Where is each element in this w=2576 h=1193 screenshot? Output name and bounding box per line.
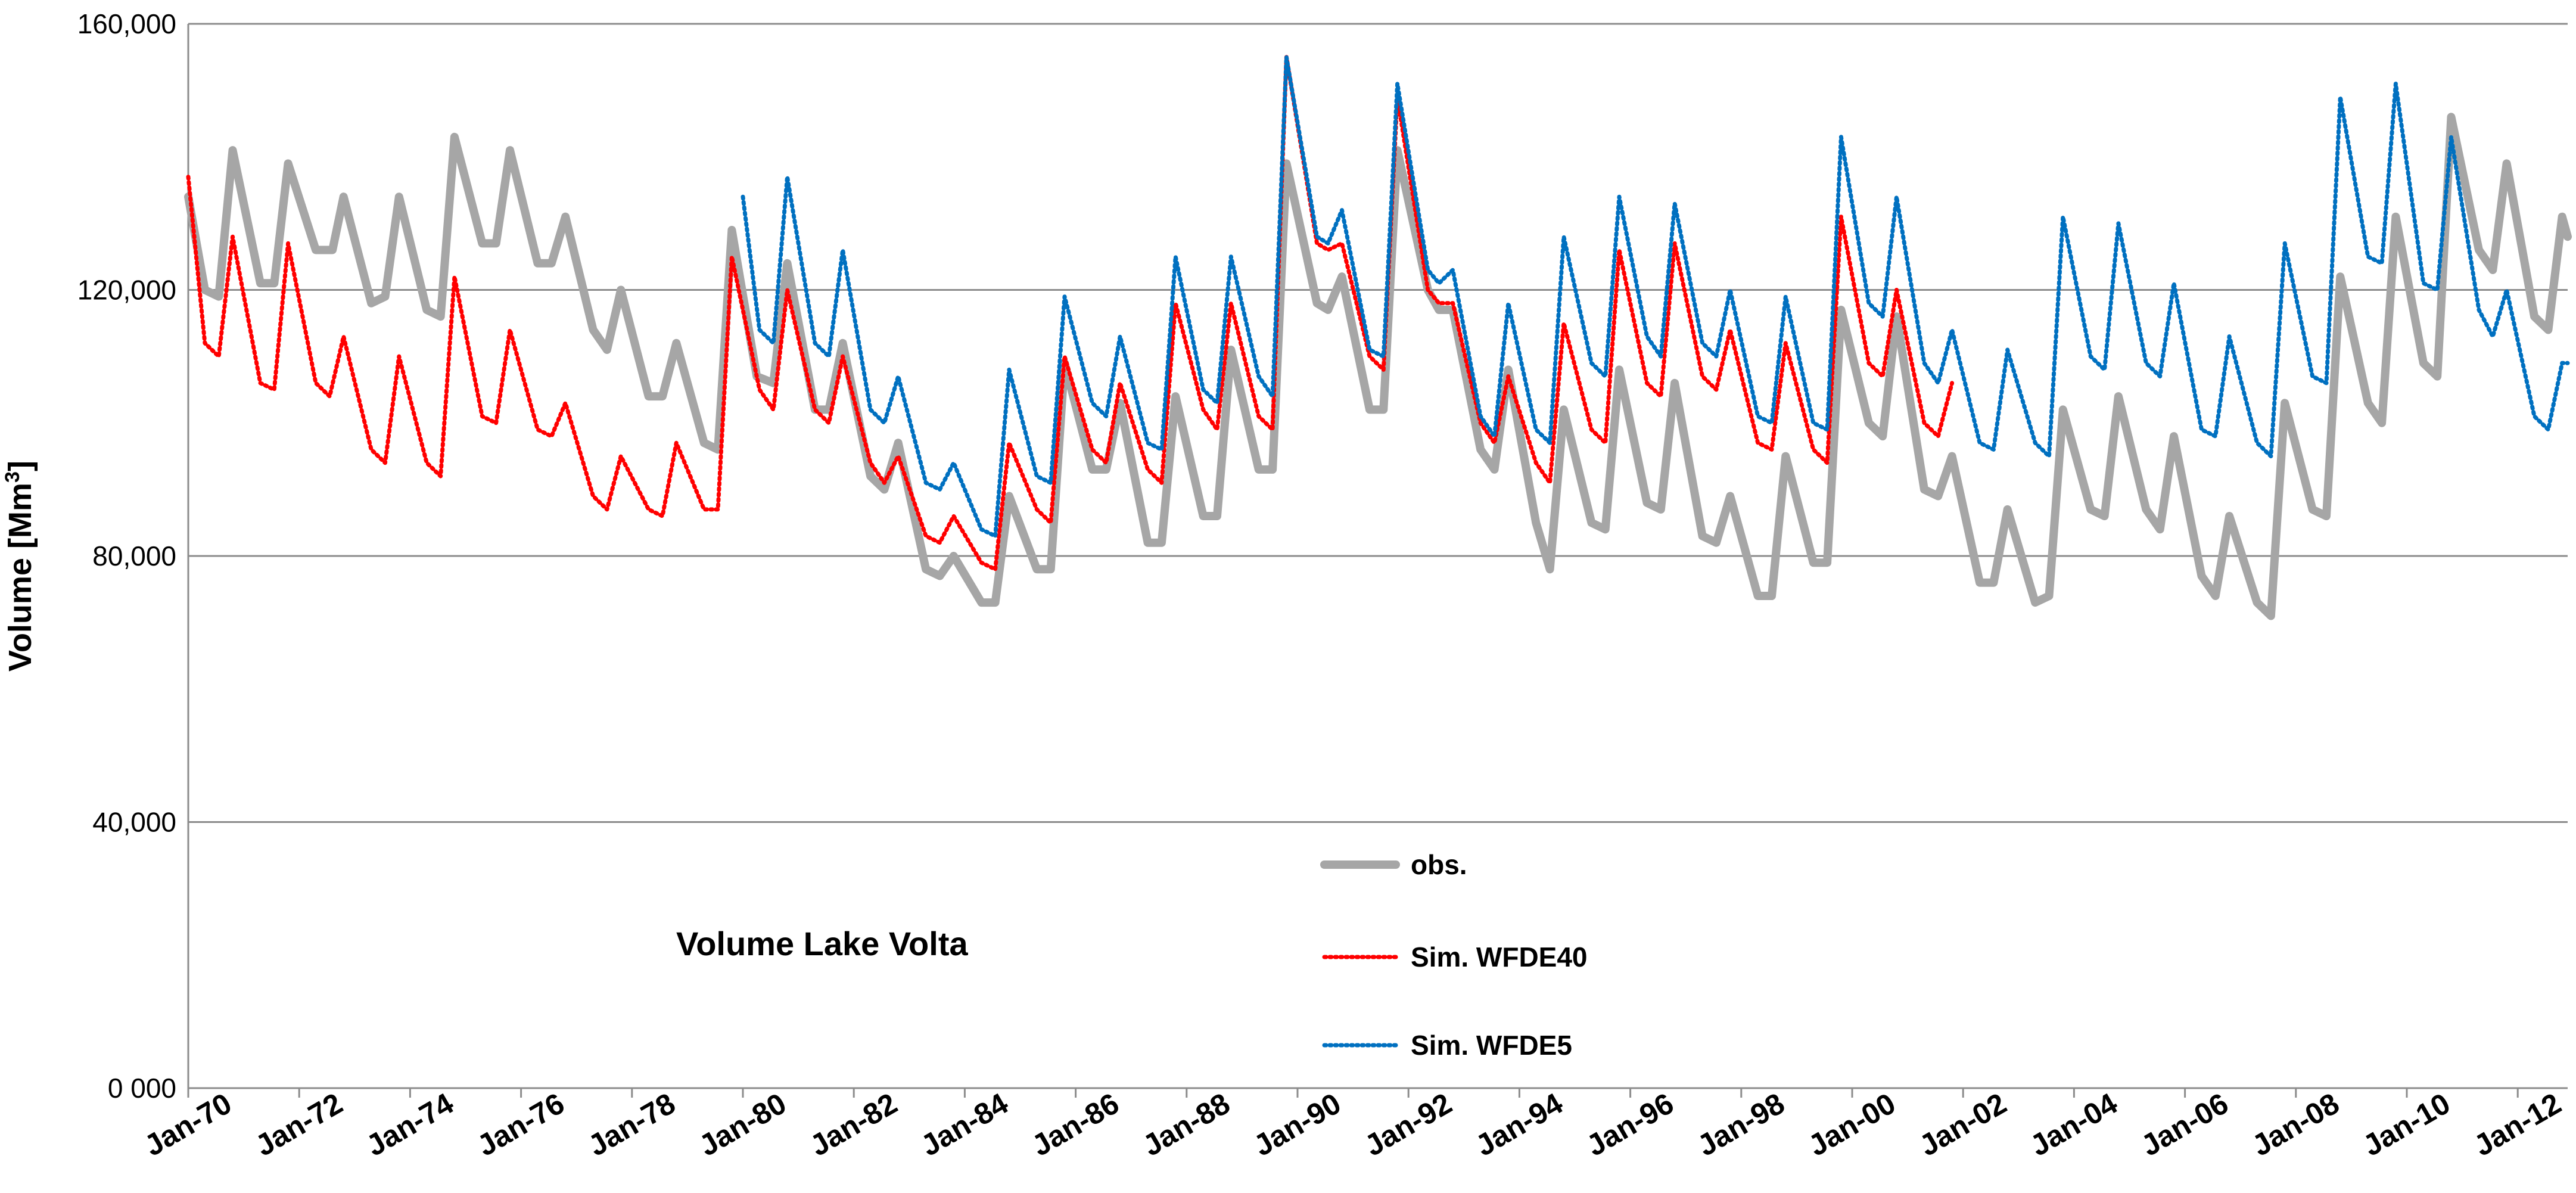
x-tick-label: Jan-04 (2024, 1086, 2123, 1163)
x-tick-label: Jan-82 (804, 1086, 903, 1163)
x-tick-label: Jan-86 (1026, 1086, 1124, 1163)
legend: obs. Sim. WFDE40 Sim. WFDE5 (1320, 849, 1588, 1061)
y-tick-label: 0 000 (108, 1073, 176, 1104)
series-line-sim-wfde5 (741, 55, 2570, 538)
x-tick-label: Jan-98 (1692, 1086, 1790, 1163)
x-tick-label: Jan-96 (1581, 1086, 1679, 1163)
x-tick-label: Jan-94 (1470, 1086, 1568, 1163)
y-tick-label: 120,000 (77, 275, 176, 306)
x-tick-label: Jan-80 (693, 1086, 792, 1163)
y-axis-label: Volume [Mm3] (1, 461, 38, 672)
y-tick-label: 40,000 (92, 807, 176, 838)
x-tick-label: Jan-90 (1248, 1086, 1346, 1163)
x-tick-label: Jan-02 (1914, 1086, 2012, 1163)
x-tick-label: Jan-84 (915, 1086, 1013, 1163)
series-line-sim-wfde40 (186, 55, 1955, 571)
series-line-obs (184, 113, 2572, 620)
x-tick-label: Jan-74 (360, 1086, 459, 1163)
x-tick-label: Jan-88 (1137, 1086, 1236, 1163)
legend-label-wfde40: Sim. WFDE40 (1411, 942, 1588, 973)
grid-layer (188, 23, 2568, 823)
y-tick-label: 160,000 (77, 8, 176, 39)
x-tick-label: Jan-08 (2247, 1086, 2345, 1163)
x-tick-label: Jan-76 (471, 1086, 570, 1163)
y-tick-label: 80,000 (92, 540, 176, 571)
x-tick-label: Jan-10 (2357, 1086, 2456, 1163)
chart-title: Volume Lake Volta (676, 925, 968, 962)
series-layer (184, 55, 2572, 620)
x-tick-label: Jan-78 (583, 1086, 681, 1163)
x-tick-label: Jan-92 (1359, 1086, 1457, 1163)
x-tick-label: Jan-06 (2136, 1086, 2234, 1163)
legend-label-wfde5: Sim. WFDE5 (1411, 1030, 1572, 1061)
x-tick-label: Jan-12 (2468, 1086, 2566, 1163)
x-tick-label: Jan-72 (250, 1086, 348, 1163)
axis-layer (187, 24, 2568, 1098)
legend-label-obs: obs. (1411, 849, 1467, 880)
x-tick-label: Jan-00 (1803, 1086, 1901, 1163)
